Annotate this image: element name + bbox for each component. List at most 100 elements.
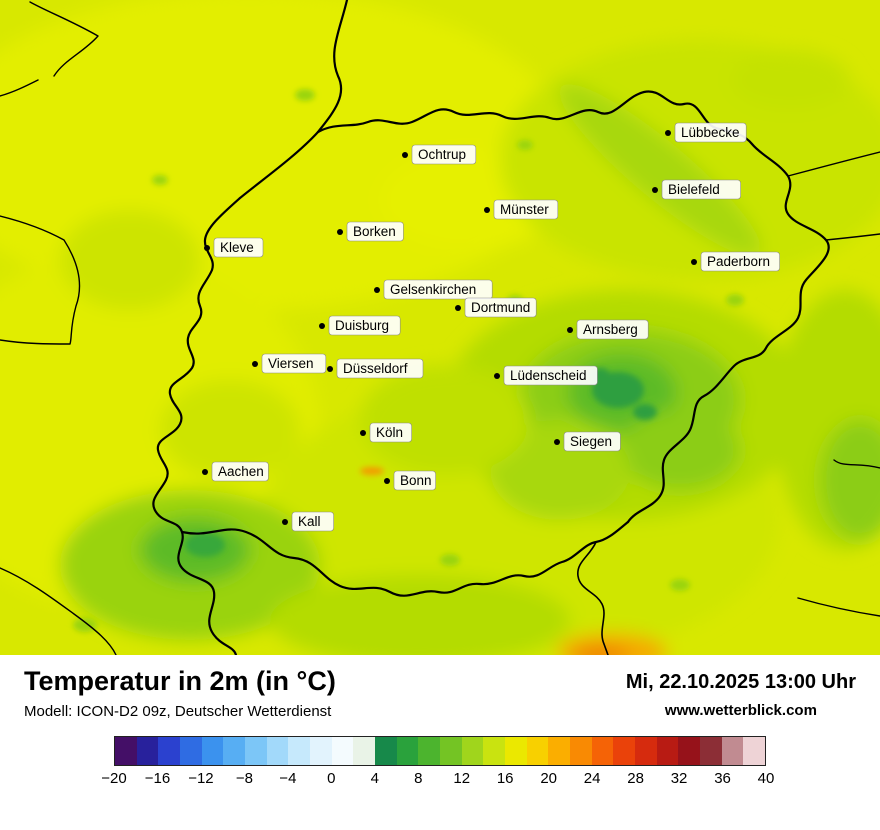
city-dot [282, 519, 288, 525]
colorbar-segment [635, 736, 657, 765]
city-label: Arnsberg [583, 322, 638, 337]
city-marker-kleve[interactable]: Kleve [204, 237, 264, 258]
colorbar-segment [461, 736, 484, 765]
map-canvas[interactable]: Kleve Ochtrup Münster Lübbecke Bielefeld Bork… [0, 0, 880, 655]
colorbar-segment [201, 736, 224, 765]
colorbar-segment [591, 736, 614, 765]
city-label-box [576, 319, 649, 340]
city-label: Kleve [220, 240, 254, 255]
city-label: Siegen [570, 434, 612, 449]
website-label: www.wetterblick.com [664, 702, 817, 719]
city-dot [691, 259, 697, 265]
city-marker-kall[interactable]: Kall [282, 511, 334, 532]
city-dot [554, 439, 560, 445]
city-dot [337, 229, 343, 235]
city-label: Paderborn [707, 254, 770, 269]
colorbar-segment [483, 736, 506, 765]
temperature-legend: −20 −16 −12 −8 −4 0 4 8 12 16 20 24 28 32 36 40 [101, 735, 774, 792]
city-dot [319, 323, 325, 329]
city-label: Ochtrup [418, 147, 466, 162]
city-marker-aachen[interactable]: Aachen [202, 461, 269, 482]
city-marker-luebbecke[interactable]: Lübbecke [665, 122, 747, 143]
colorbar-tick-label: 40 [757, 769, 775, 787]
city-layer: Kleve Ochtrup Münster Lübbecke Bielefeld Bork… [202, 122, 780, 532]
city-dot [374, 287, 380, 293]
colorbar-segment [353, 736, 376, 765]
city-label: Gelsenkirchen [390, 282, 476, 297]
city-marker-duisburg[interactable]: Duisburg [319, 315, 401, 336]
colorbar-segment [245, 736, 267, 765]
colorbar-segment [396, 736, 419, 765]
footer: Temperatur in 2m (in °C) Modell: ICON-D2… [0, 655, 880, 830]
city-marker-duesseldorf[interactable]: Düsseldorf [327, 358, 424, 379]
colorbar-segment [548, 736, 571, 765]
city-dot [327, 366, 333, 372]
city-marker-siegen[interactable]: Siegen [554, 431, 621, 452]
city-label: Viersen [268, 356, 314, 371]
colorbar-tick-label: −16 [144, 769, 171, 787]
city-dot [494, 373, 500, 379]
colorbar-segment [526, 736, 549, 765]
colorbar-segment [266, 736, 289, 765]
city-label: Münster [500, 202, 549, 217]
colorbar-segment [613, 736, 636, 765]
city-label-box [369, 422, 412, 443]
city-marker-bonn[interactable]: Bonn [384, 470, 436, 491]
city-label-box [700, 251, 780, 272]
city-marker-arnsberg[interactable]: Arnsberg [567, 319, 649, 340]
datetime-label: Mi, 22.10.2025 13:00 Uhr [625, 671, 856, 693]
city-label-box [213, 237, 264, 258]
city-label: Köln [376, 425, 403, 440]
city-marker-koeln[interactable]: Köln [360, 422, 412, 443]
city-dot [652, 187, 658, 193]
colorbar-segment [570, 736, 592, 765]
city-marker-borken[interactable]: Borken [337, 221, 404, 242]
city-marker-dortmund[interactable]: Dortmund [455, 297, 537, 318]
colorbar-segment [158, 736, 181, 765]
city-dot [455, 305, 461, 311]
city-label-box [336, 358, 424, 379]
colorbar-tick-label: −4 [279, 769, 297, 787]
colorbar [114, 735, 766, 766]
colorbar-segment [310, 736, 332, 765]
colorbar-tick-label: −8 [235, 769, 253, 787]
map-title: Temperatur in 2m (in °C) [24, 666, 336, 696]
colorbar-tick-label: −20 [101, 769, 127, 787]
city-marker-ochtrup[interactable]: Ochtrup [402, 144, 477, 165]
colorbar-segment [743, 736, 766, 765]
city-label: Duisburg [335, 318, 389, 333]
colorbar-segment [440, 736, 462, 765]
city-dot [402, 152, 408, 158]
city-marker-muenster[interactable]: Münster [484, 199, 559, 220]
colorbar-segment [375, 736, 397, 765]
city-label: Düsseldorf [343, 361, 408, 376]
city-dot [252, 361, 258, 367]
state-borders [0, 0, 880, 655]
city-label: Dortmund [471, 300, 530, 315]
colorbar-segment [418, 736, 441, 765]
city-label: Aachen [218, 464, 264, 479]
city-label-box [383, 279, 493, 300]
city-label-box [411, 144, 477, 165]
city-label-box [503, 365, 598, 386]
colorbar-tick-label: 36 [714, 769, 731, 787]
colorbar-tick-label: 16 [496, 769, 514, 787]
city-label-box [661, 179, 741, 200]
colorbar-tick-label: 24 [583, 769, 601, 787]
colorbar-segment [180, 736, 202, 765]
city-marker-viersen[interactable]: Viersen [252, 353, 327, 374]
city-label-box [261, 353, 327, 374]
colorbar-segment [656, 736, 679, 765]
city-marker-paderborn[interactable]: Paderborn [691, 251, 780, 272]
colorbar-tick-label: 20 [540, 769, 557, 787]
colorbar-segment [136, 736, 159, 765]
colorbar-segment [115, 736, 137, 765]
city-dot [484, 207, 490, 213]
colorbar-segment [721, 736, 744, 765]
city-label: Bonn [400, 473, 432, 488]
city-marker-luedenscheid[interactable]: Lüdenscheid [494, 365, 598, 386]
city-marker-bielefeld[interactable]: Bielefeld [652, 179, 741, 200]
colorbar-tick-label: −12 [188, 769, 214, 787]
city-marker-gelsenkirchen[interactable]: Gelsenkirchen [374, 279, 493, 300]
